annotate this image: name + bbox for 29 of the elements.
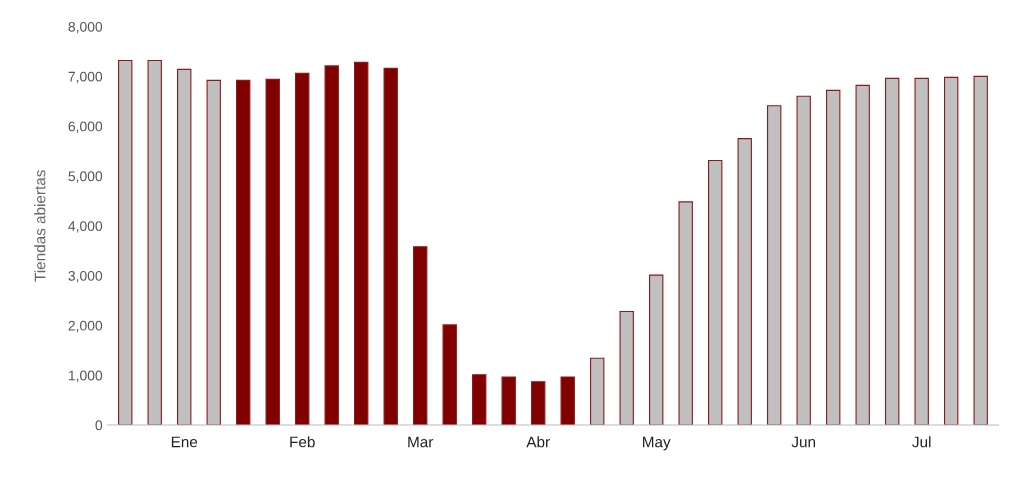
y-tick-label: 1,000 — [68, 370, 103, 383]
y-tick-label: 7,000 — [68, 71, 103, 84]
x-tick-label: May — [643, 436, 671, 451]
bar — [501, 376, 516, 426]
y-tick-label: 0 — [95, 420, 103, 431]
bar — [354, 61, 369, 426]
x-tick-label: Jun — [791, 436, 816, 448]
y-tick-label: 5,000 — [68, 171, 103, 183]
bar — [472, 374, 487, 426]
bar — [560, 376, 575, 426]
x-tick-label: Mar — [408, 436, 434, 448]
x-tick-label: Feb — [290, 436, 315, 448]
bar — [265, 78, 280, 426]
y-tick-label: 6,000 — [68, 121, 103, 133]
y-axis-title: Tiendas abiertas — [34, 170, 46, 282]
y-tick-label: 3,000 — [68, 270, 103, 283]
y-tick-label: 4,000 — [68, 221, 103, 233]
bar — [324, 65, 339, 426]
bar — [383, 67, 398, 426]
x-tick-label: Jul — [912, 436, 931, 448]
y-tick-label: 8,000 — [68, 21, 103, 34]
x-tick-label: Abr — [526, 436, 550, 448]
bar — [531, 381, 546, 426]
bar — [236, 79, 251, 426]
bar — [442, 324, 457, 426]
bar — [295, 72, 310, 426]
x-tick-label: Ene — [171, 436, 198, 448]
y-tick-label: 2,000 — [68, 320, 103, 333]
bar — [413, 246, 428, 426]
